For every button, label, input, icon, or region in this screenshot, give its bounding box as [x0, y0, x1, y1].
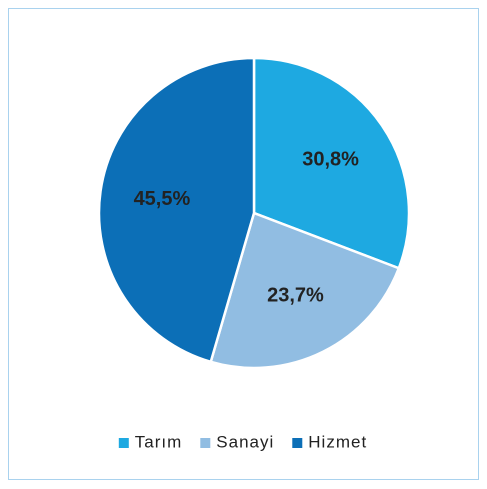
- pie-slice: [252, 56, 411, 270]
- legend-swatch: [292, 438, 303, 448]
- legend-label: Sanayi: [216, 432, 274, 451]
- legend-label: Hizmet: [308, 432, 367, 451]
- pie-slice: [97, 56, 256, 364]
- data-label: 45,5%: [134, 188, 191, 210]
- legend-swatch: [200, 438, 211, 448]
- legend-label: Tarım: [135, 432, 183, 451]
- pie-slice: [209, 211, 401, 370]
- data-label: 23,7%: [267, 285, 324, 307]
- legend-swatch: [118, 438, 129, 448]
- data-label: 30,8%: [302, 149, 359, 171]
